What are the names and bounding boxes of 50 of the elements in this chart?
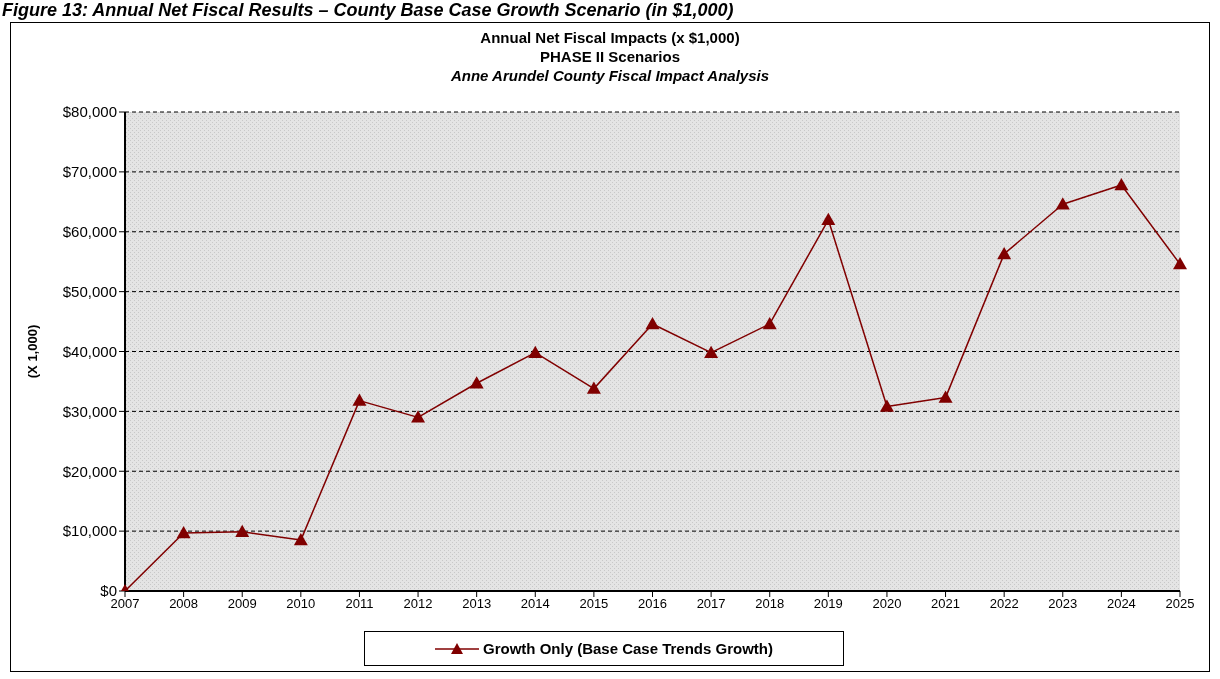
x-tick-label: 2015: [579, 596, 609, 612]
point: [645, 316, 660, 330]
point: [879, 399, 894, 412]
point: [938, 390, 953, 403]
y-tick-label: $10,000: [62, 522, 117, 540]
point: [1055, 197, 1070, 210]
x-tick-label: 2009: [227, 596, 257, 612]
x-tick-label: 2013: [462, 596, 492, 612]
x-tick-label: 2020: [872, 596, 902, 612]
point: [1114, 178, 1129, 191]
point: [235, 524, 250, 537]
point: [821, 212, 836, 226]
point: [352, 393, 367, 406]
x-tick-label: 2010: [286, 596, 316, 612]
point: [704, 345, 719, 358]
x-tick-label: 2012: [403, 596, 433, 612]
x-tick-label: 2011: [345, 596, 374, 612]
x-tick-label: 2017: [696, 596, 726, 612]
point: [1173, 257, 1187, 270]
chart-subtitle: PHASE II Scenarios: [538, 47, 682, 66]
point: [469, 376, 484, 389]
x-tick-label: 2025: [1165, 596, 1195, 612]
point: [293, 533, 308, 546]
point: [997, 246, 1012, 260]
point: [762, 316, 777, 330]
x-tick-label: 2024: [1106, 596, 1136, 612]
caption: Figure 13: Annual Net Fiscal Results – County Base Case Growth Scenario (in $1,000): [2, 0, 734, 21]
x-tick-label: 2018: [755, 596, 785, 612]
x-tick-label: 2021: [931, 596, 961, 612]
x-tick-label: 2019: [813, 596, 843, 612]
point: [411, 410, 426, 423]
y-tick-label: $20,000: [62, 462, 117, 480]
x-tick-label: 2014: [520, 596, 550, 612]
y-tick-label: $80,000: [62, 103, 117, 121]
chart-title: Annual Net Fiscal Impacts (x $1,000): [479, 28, 741, 47]
point: [176, 525, 191, 539]
y-tick-label: $30,000: [62, 402, 117, 420]
point: [528, 345, 543, 358]
y-tick-label: $40,000: [62, 342, 117, 360]
y-tick-label: $60,000: [62, 223, 117, 241]
x-tick-label: 2008: [169, 596, 199, 612]
x-tick-label: 2016: [638, 596, 667, 612]
y-axis-title: (X 1,000): [24, 324, 40, 379]
y-tick-label: $50,000: [62, 282, 117, 300]
y-tick-label: $70,000: [62, 163, 117, 181]
point: [586, 381, 601, 394]
x-tick-label: 2022: [989, 596, 1019, 612]
x-tick-label: 2023: [1048, 596, 1078, 612]
text: Anne Arundel County Fiscal Impact Analysis: [449, 66, 771, 85]
legend-label: Growth Only (Base Case Trends Growth): [482, 640, 774, 657]
